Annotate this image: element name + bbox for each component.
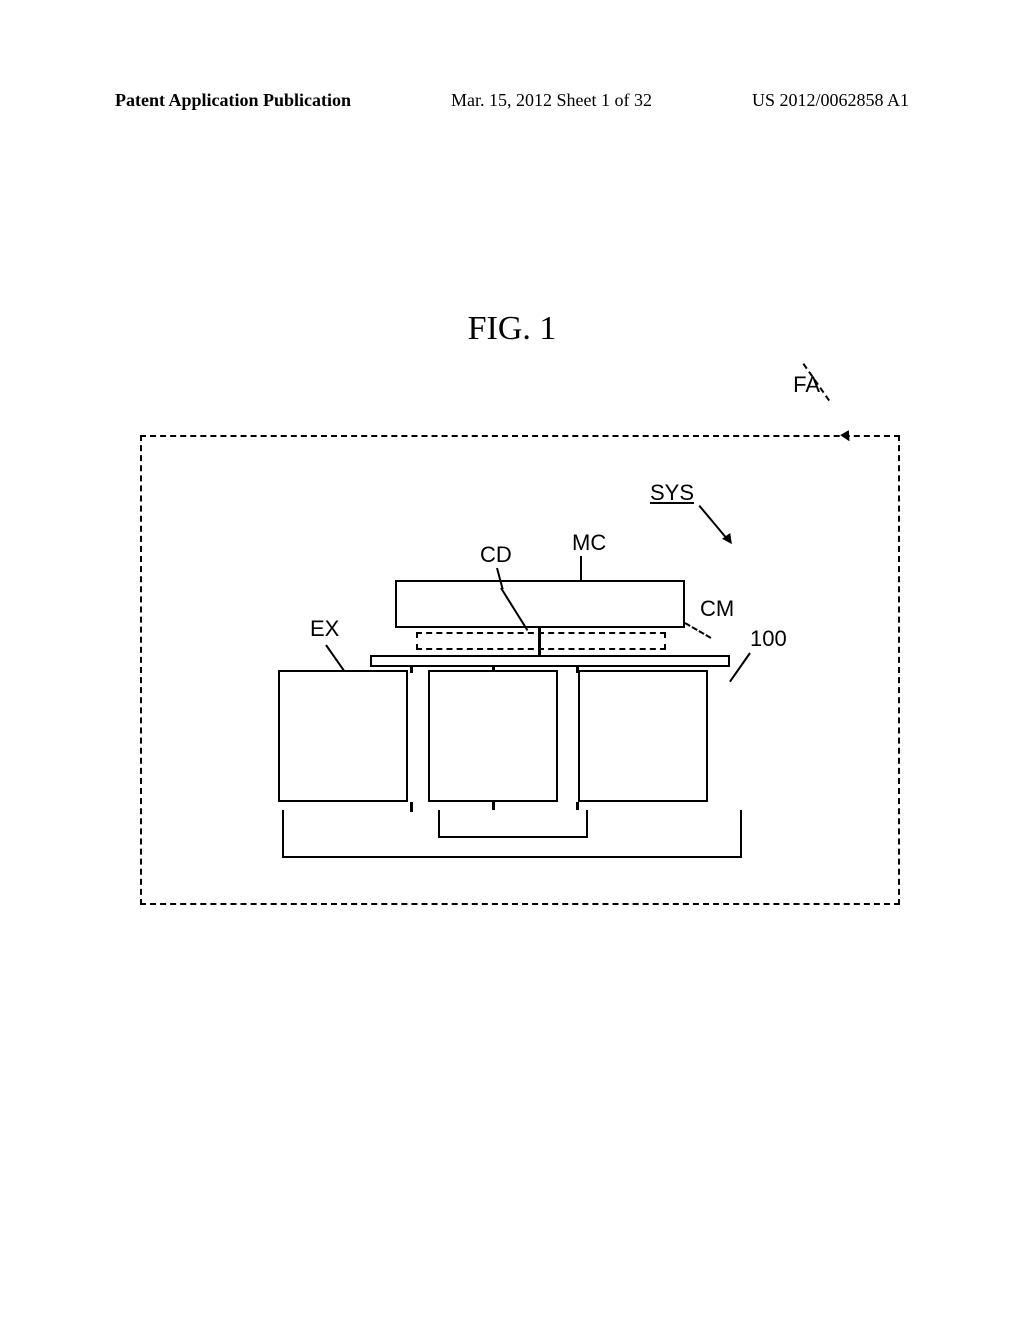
connector-mc-to-hbar (538, 628, 541, 656)
hbar-top (370, 655, 730, 667)
label-sys: SYS (650, 480, 694, 506)
header-mid: Mar. 15, 2012 Sheet 1 of 32 (451, 90, 652, 111)
figure-1-diagram: FA SYS MC CD CM EX 100 (140, 370, 900, 920)
header-right: US 2012/0062858 A1 (752, 90, 909, 111)
box-ex (278, 670, 408, 802)
label-mc: MC (572, 530, 606, 556)
leader-mc (580, 556, 582, 580)
header-left: Patent Application Publication (115, 90, 351, 111)
label-ex: EX (310, 616, 339, 642)
pin-top-1 (410, 667, 413, 673)
label-100: 100 (750, 626, 787, 652)
box-mid (428, 670, 558, 802)
figure-title: FIG. 1 (0, 310, 1024, 348)
cm-dashed-box (416, 632, 666, 650)
label-cm: CM (700, 596, 734, 622)
label-fa: FA (793, 372, 820, 398)
page-header: Patent Application Publication Mar. 15, … (115, 90, 909, 111)
label-cd: CD (480, 542, 512, 568)
u-frame-outer (282, 810, 742, 858)
box-100 (578, 670, 708, 802)
mc-box (395, 580, 685, 628)
